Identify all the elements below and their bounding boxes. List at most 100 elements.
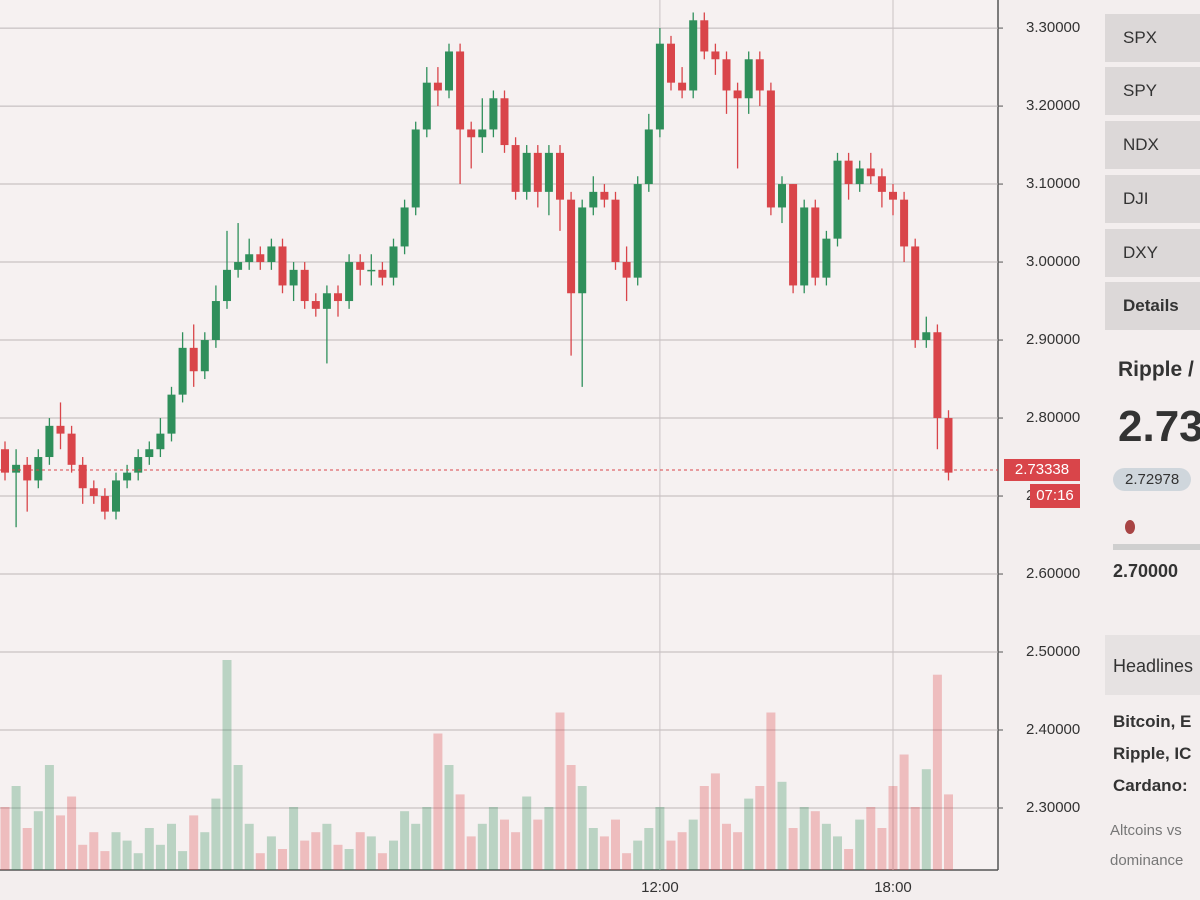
volume-bar [866,807,876,870]
y-tick-label: 2.50000 [1026,643,1080,660]
volume-bar [688,819,698,870]
candle-body [933,332,942,419]
volume-bar [511,832,521,870]
volume-bar [377,853,387,870]
candle-body [489,98,498,130]
x-tick-label: 12:00 [641,879,679,896]
candle-body [755,59,764,91]
candle-body [411,129,420,208]
candle-body [667,43,675,83]
y-tick-label: 3.20000 [1026,97,1080,114]
volume-bar [67,796,77,870]
countdown: 07:16 [1036,487,1074,504]
headline-header [1105,635,1200,695]
price-tag [1004,458,1080,481]
headline[interactable]: Cardano: [1113,776,1188,795]
y-tick-label: 2.60000 [1026,565,1080,582]
volume-bar [788,828,798,870]
volume-bar [167,823,176,870]
volume-bar [355,832,365,870]
candle-body [67,433,76,465]
volume-bar [555,712,565,870]
candle-body [589,191,598,208]
candle-body [722,59,731,91]
candle-body [744,59,753,99]
headline[interactable]: Bitcoin, E [1113,712,1192,731]
button[interactable]: SPY [1105,67,1200,115]
candle-body [389,246,398,278]
volume-bar [389,840,398,870]
candle-body [34,457,43,481]
candle-body [655,43,664,130]
volume-bar [500,819,509,870]
candle-body [200,340,209,372]
candle-body [211,301,220,341]
volume-bar [278,849,287,870]
volume-bar [544,807,554,870]
candle-body [689,20,698,91]
volume-bar [22,828,32,870]
teaser: dominance [1110,852,1184,869]
candle-body [56,425,65,434]
candle-body [378,269,387,278]
volume-bar [33,811,43,870]
volume-bar [222,660,232,870]
candle-body [922,332,931,341]
volume-bar [311,832,321,870]
button[interactable]: DJI [1105,175,1200,223]
candle-body [855,168,864,185]
candle-body [778,184,786,208]
volume-bar [89,832,99,870]
volume-bar [400,811,410,870]
volume-bar [766,712,776,870]
candle-body [578,207,587,294]
candle-body [112,480,120,512]
candle-body [633,184,642,278]
candle-body [433,82,442,91]
volume-bar [444,765,454,870]
volume-bar [100,851,110,870]
y-tick-label: 2.40000 [1026,721,1080,738]
volume-bar [422,807,432,870]
button[interactable]: DXY [1105,229,1200,277]
button[interactable]: Details [1105,282,1200,330]
volume-bar [932,674,942,870]
volume-bar [644,828,654,870]
headline[interactable]: Ripple, IC [1113,744,1192,763]
y-tick-label: 2.90000 [1026,331,1080,348]
volume-bar [522,796,532,870]
candle-body [78,464,87,489]
volume-bar [699,786,709,870]
volume-bar [844,849,854,870]
volume-bar [189,815,199,870]
candle-body [178,347,187,395]
volume-bar [910,807,920,870]
candle-body [644,129,653,185]
candle-body [123,472,132,481]
candle-body [256,254,265,263]
volume-bar [622,853,632,870]
volume-bar [755,786,765,870]
y-tick-label: 3.10000 [1026,175,1080,192]
volume-bar [810,811,820,870]
candle-body [1,449,9,473]
volume-bar [300,840,310,870]
volume-bar [133,853,143,870]
volume-bar [611,819,620,870]
bid: 2.72978 [1113,468,1192,491]
button[interactable]: SPX [1105,14,1200,62]
volume-bar [588,828,598,870]
candle-body [23,464,32,481]
candle-body [622,262,631,278]
candle-body [345,262,354,302]
countdown-tag [1030,483,1080,508]
candle-body [356,262,365,270]
volume-bar [577,786,587,870]
candle-body [156,433,165,450]
button[interactable]: NDX [1105,121,1200,169]
candle-body [733,90,742,99]
volume-bar [211,798,221,870]
volume-bar [155,844,165,870]
candle-body [789,184,798,286]
volume-bar [178,851,188,870]
